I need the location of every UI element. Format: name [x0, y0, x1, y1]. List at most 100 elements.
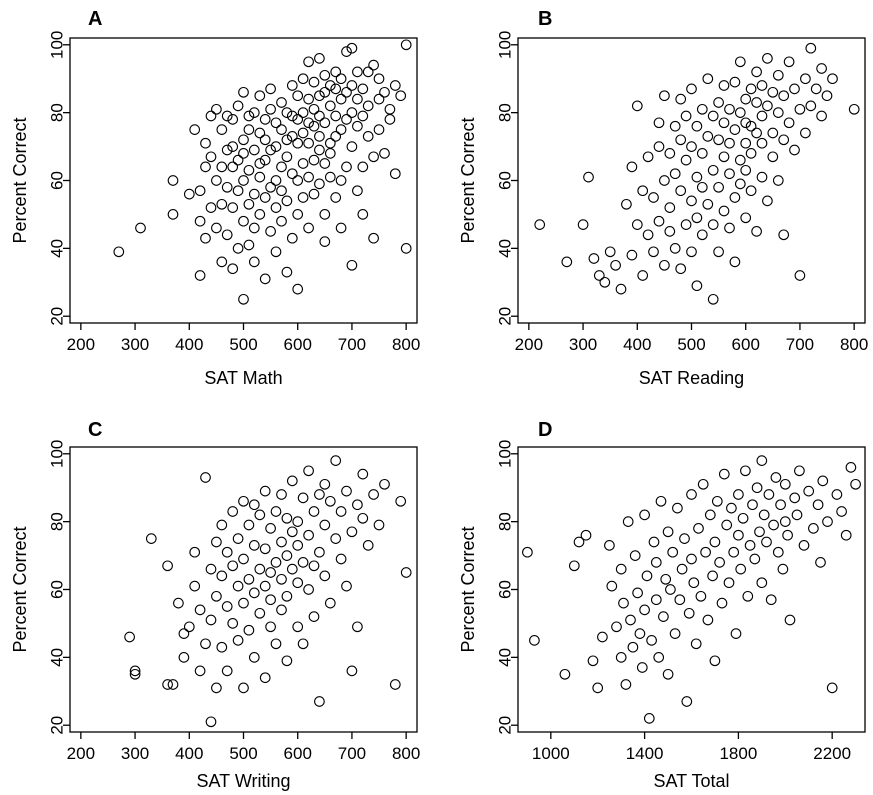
data-point-a [254, 171, 266, 183]
data-point-d [779, 516, 791, 527]
plot-frame-b [517, 37, 866, 324]
data-point-a [286, 168, 298, 180]
data-point-b [648, 246, 659, 258]
data-point-b [772, 69, 784, 81]
data-point-d [761, 536, 772, 548]
data-point-c [232, 635, 244, 646]
data-point-a [292, 175, 304, 186]
data-point-c [232, 533, 244, 544]
data-point-c [259, 580, 271, 592]
data-point-a [303, 171, 314, 183]
data-point-b [767, 127, 779, 139]
data-point-b [691, 171, 703, 183]
data-point-d [740, 465, 751, 477]
data-point-c [265, 523, 276, 534]
data-point-b [659, 90, 670, 102]
x-tick-label-a: 400 [175, 335, 203, 354]
data-point-a [368, 151, 379, 163]
data-point-a [265, 103, 276, 115]
data-point-c [314, 696, 325, 707]
data-point-a [362, 100, 374, 112]
x-tick-label-c: 300 [121, 744, 149, 763]
data-point-c [162, 560, 173, 572]
data-point-a [297, 192, 309, 203]
data-point-d [831, 489, 843, 500]
plot-frame-c [69, 446, 418, 733]
data-point-b [740, 212, 752, 224]
data-point-d [700, 546, 711, 558]
data-point-b [718, 80, 730, 91]
data-point-a [238, 86, 249, 98]
data-point-d [709, 655, 721, 667]
y-tick-label-c: 80 [47, 512, 66, 531]
data-point-c [243, 519, 255, 531]
data-point-d [629, 550, 641, 561]
data-point-c [194, 604, 206, 616]
data-point-a [205, 151, 217, 163]
x-tick-label-a: 500 [229, 335, 257, 354]
data-point-b [729, 192, 741, 203]
y-tick-label-b: 100 [495, 31, 514, 59]
data-point-b [680, 154, 692, 166]
data-point-c [400, 567, 412, 578]
x-tick-label-d: 1400 [626, 744, 664, 763]
data-point-a [227, 141, 239, 152]
data-point-d [798, 540, 810, 551]
data-point-a [259, 154, 271, 166]
data-point-b [778, 229, 790, 241]
data-point-a [232, 185, 244, 197]
data-point-d [615, 652, 627, 663]
data-point-a [227, 114, 239, 125]
plot-frame-a [69, 37, 418, 324]
data-point-b [696, 229, 708, 241]
data-point-b [691, 280, 703, 292]
data-point-d [604, 540, 615, 551]
data-point-a [308, 103, 320, 115]
data-point-c [286, 475, 298, 487]
data-point-b [762, 195, 773, 207]
data-point-c [270, 557, 282, 568]
data-point-a [303, 137, 314, 149]
data-point-d [693, 523, 704, 534]
data-point-a [281, 195, 293, 207]
data-point-d [615, 563, 627, 575]
data-point-d [653, 652, 665, 663]
data-point-a [254, 127, 266, 139]
data-point-c [297, 492, 309, 504]
data-point-b [740, 117, 752, 129]
data-point-a [238, 215, 249, 227]
data-point-c [319, 478, 331, 490]
data-point-d [643, 713, 655, 724]
x-tick-label-b: 200 [515, 335, 543, 354]
data-point-d [686, 489, 697, 500]
data-point-d [646, 635, 657, 646]
data-point-a [205, 110, 217, 122]
data-point-a [276, 97, 287, 108]
data-point-a [270, 175, 282, 186]
data-point-d [808, 523, 819, 534]
data-point-a [265, 226, 276, 237]
data-point-d [721, 519, 733, 531]
data-point-a [330, 83, 342, 95]
data-point-c [324, 495, 336, 507]
data-point-a [379, 148, 390, 159]
data-point-d [826, 682, 838, 694]
data-point-d [718, 468, 730, 480]
data-point-a [238, 134, 249, 146]
data-point-a [221, 229, 233, 241]
data-point-b [713, 246, 724, 258]
data-point-d [770, 472, 782, 483]
data-point-b [756, 137, 768, 149]
data-point-b [691, 120, 703, 132]
data-point-a [211, 103, 222, 115]
y-axis-label-a: Percent Correct [10, 117, 30, 243]
data-point-b [810, 83, 822, 95]
data-point-d [775, 499, 786, 511]
data-point-a [292, 114, 304, 125]
data-point-b [707, 164, 719, 176]
data-point-a [314, 178, 325, 190]
data-point-d [648, 536, 660, 548]
data-point-b [816, 110, 827, 122]
data-point-b [789, 83, 800, 95]
x-axis-label-c: SAT Writing [196, 771, 290, 791]
